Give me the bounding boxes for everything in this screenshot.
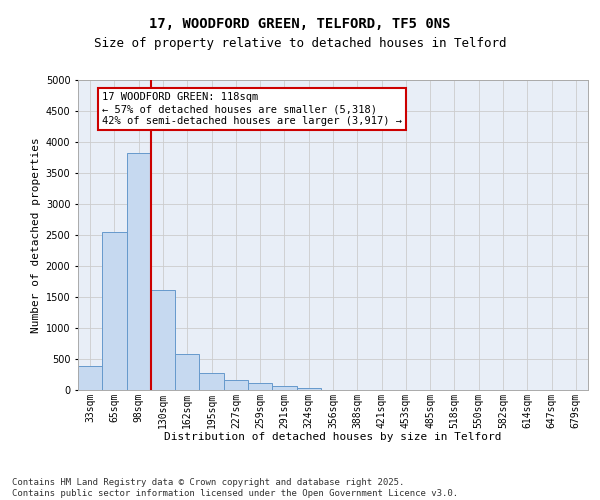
Bar	[248, 383, 272, 390]
Bar	[272, 386, 296, 390]
Bar	[151, 290, 175, 390]
Text: Contains HM Land Registry data © Crown copyright and database right 2025.
Contai: Contains HM Land Registry data © Crown c…	[12, 478, 458, 498]
Y-axis label: Number of detached properties: Number of detached properties	[31, 137, 41, 333]
Bar	[102, 232, 127, 390]
Bar	[296, 388, 321, 390]
X-axis label: Distribution of detached houses by size in Telford: Distribution of detached houses by size …	[164, 432, 502, 442]
Text: Size of property relative to detached houses in Telford: Size of property relative to detached ho…	[94, 38, 506, 51]
Bar	[224, 380, 248, 390]
Bar	[127, 153, 151, 390]
Text: 17 WOODFORD GREEN: 118sqm
← 57% of detached houses are smaller (5,318)
42% of se: 17 WOODFORD GREEN: 118sqm ← 57% of detac…	[102, 92, 402, 126]
Text: 17, WOODFORD GREEN, TELFORD, TF5 0NS: 17, WOODFORD GREEN, TELFORD, TF5 0NS	[149, 18, 451, 32]
Bar	[199, 374, 224, 390]
Bar	[175, 354, 199, 390]
Bar	[78, 366, 102, 390]
